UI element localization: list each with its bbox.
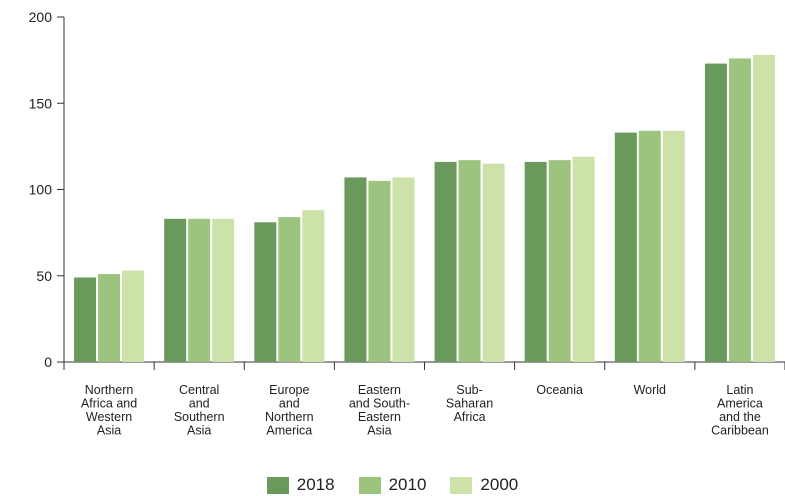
category-label-line: Southern	[174, 410, 225, 424]
bar-2010	[458, 160, 481, 362]
y-tick-label: 200	[29, 9, 53, 25]
category-label-line: and South-	[349, 397, 410, 411]
bar-2000	[662, 130, 685, 362]
legend-item-2018: 2018	[266, 475, 335, 495]
category-label-line: America	[266, 424, 312, 438]
bar-2000	[122, 270, 145, 362]
y-tick-label: 50	[36, 268, 52, 284]
bar-2000	[572, 156, 595, 362]
legend-swatch	[450, 476, 473, 494]
category-label-line: Asia	[367, 424, 391, 438]
category-label-line: Northern	[265, 410, 314, 424]
legend-item-2010: 2010	[358, 475, 427, 495]
category-label-line: Asia	[97, 424, 121, 438]
bar-2018	[74, 277, 97, 362]
category-label-line: America	[717, 397, 763, 411]
bar-2018	[344, 177, 367, 362]
legend: 2018 2010 2000	[0, 474, 785, 496]
bar-2010	[548, 160, 571, 362]
category-label-line: and the	[719, 410, 761, 424]
category-label: Europe and Northern America	[265, 383, 314, 438]
legend-label: 2000	[480, 475, 519, 494]
bar-2018	[434, 161, 457, 362]
category-label-line: Northern	[85, 383, 134, 397]
category-label: Oceania	[536, 383, 583, 397]
bar-2010	[98, 274, 121, 362]
bar-2000	[752, 54, 775, 362]
y-tick-label: 150	[29, 95, 53, 111]
bar-2000	[482, 163, 505, 362]
category-label: World	[634, 383, 666, 397]
bar-2018	[254, 222, 277, 362]
legend-swatch	[358, 476, 381, 494]
category-label: Latin America and the Caribbean	[711, 383, 769, 438]
category-label-line: Central	[179, 383, 219, 397]
category-label-line: Saharan	[446, 397, 493, 411]
bar-2010	[728, 58, 751, 363]
bar-2010	[188, 218, 211, 362]
category-label-line: and	[189, 397, 210, 411]
category-label-line: Sub-	[456, 383, 482, 397]
y-tick-label: 100	[29, 182, 53, 198]
legend-label: 2010	[388, 475, 427, 494]
bar-2010	[278, 217, 301, 362]
category-label-line: and	[279, 397, 300, 411]
bar-2000	[212, 218, 235, 362]
category-label-line: World	[634, 383, 666, 397]
category-label: Eastern and South-Eastern Asia	[349, 383, 410, 438]
category-label-line: Africa	[454, 410, 486, 424]
category-label-line: Eastern	[358, 383, 401, 397]
bar-2018	[524, 161, 547, 362]
bar-2018	[614, 132, 637, 362]
legend-label: 2018	[296, 475, 335, 494]
category-label: Central and Southern Asia	[174, 383, 225, 438]
legend-item-2000: 2000	[450, 475, 518, 495]
bar-2000	[302, 210, 325, 362]
bar-2018	[704, 63, 727, 362]
bar-2010	[368, 180, 391, 362]
category-label-line: Asia	[187, 424, 211, 438]
category-label-line: Eastern	[358, 410, 401, 424]
category-label-line: Europe	[269, 383, 309, 397]
y-axis: 0 50 100 150 200	[29, 9, 65, 370]
legend-swatch	[266, 476, 289, 494]
y-tick-label: 0	[44, 354, 52, 370]
category-label-line: Oceania	[536, 383, 583, 397]
category-label: Northern Africa and Western Asia	[81, 383, 137, 438]
bar-2018	[164, 218, 187, 362]
category-label-line: Latin	[726, 383, 753, 397]
category-label: Sub-Saharan Africa	[446, 383, 493, 424]
category-label-line: Africa and	[81, 397, 137, 411]
category-label-line: Western	[86, 410, 132, 424]
category-label-line: Caribbean	[711, 424, 769, 438]
bar-2000	[392, 177, 415, 362]
bar-group	[74, 54, 775, 363]
x-axis	[63, 361, 785, 370]
bar-2010	[638, 130, 661, 362]
